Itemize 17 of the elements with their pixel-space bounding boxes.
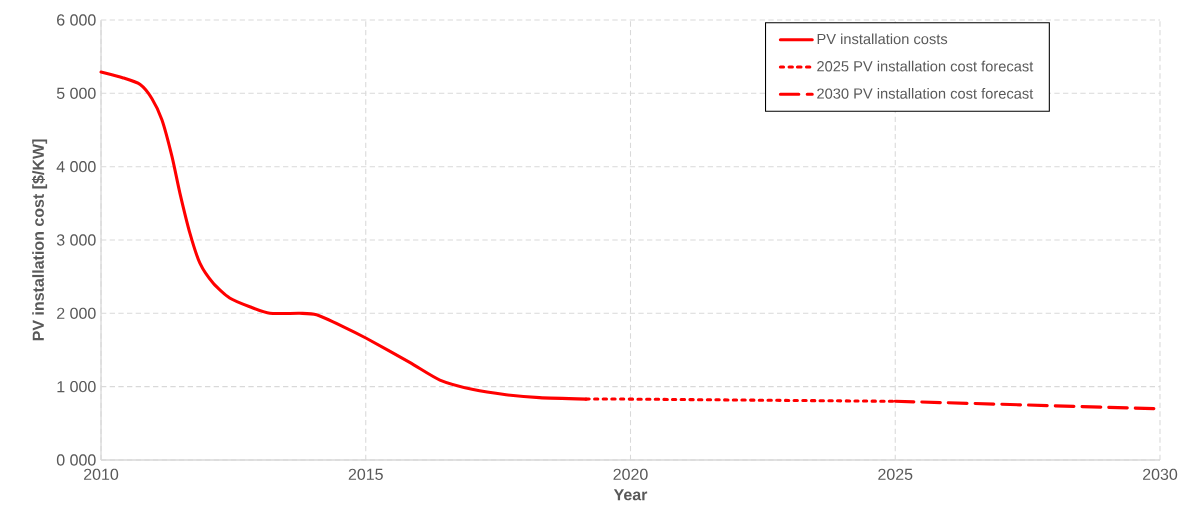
y-axis-title: PV installation cost [$/KW] xyxy=(31,139,48,341)
y-tick-label: 0 000 xyxy=(56,454,96,466)
legend-label: PV installation costs xyxy=(817,33,948,45)
x-axis-title: Year xyxy=(613,489,648,501)
y-tick-label: 4 000 xyxy=(56,161,96,173)
x-tick-label: 2030 xyxy=(1143,468,1178,481)
x-tick-label: 2010 xyxy=(84,468,119,481)
x-tick-label: 2020 xyxy=(613,468,648,481)
legend-label: 2030 PV installation cost forecast xyxy=(817,87,1034,99)
y-tick-label: 2 000 xyxy=(57,307,96,319)
y-tick-label: 1 000 xyxy=(57,380,96,393)
legend-label: 2025 PV installation cost forecast xyxy=(817,60,1034,72)
y-tick-label: 5 000 xyxy=(56,87,96,99)
x-tick-label: 2025 xyxy=(878,468,913,481)
y-tick-label: 6 000 xyxy=(57,14,96,26)
x-tick-label: 2015 xyxy=(348,468,383,481)
y-tick-label: 3 000 xyxy=(56,234,96,246)
